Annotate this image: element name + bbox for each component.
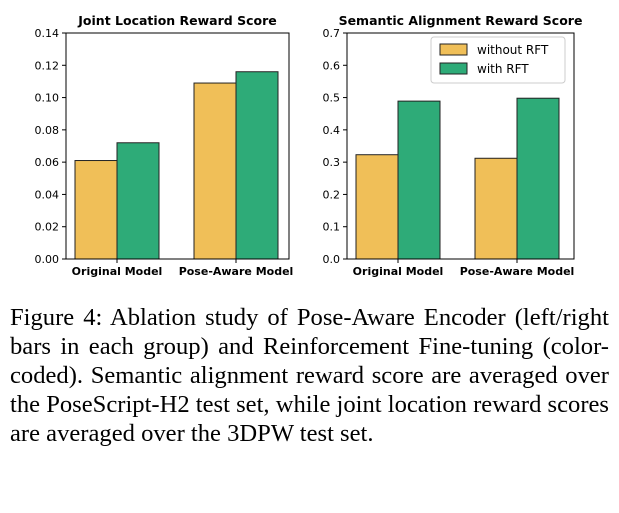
bar-without-rft-pose-aware [474,157,518,260]
x-tick-label: Pose-Aware Model [460,265,575,278]
y-tick-label: 0.5 [323,92,341,105]
bar-with-rft-original [116,142,160,260]
plot-frame [65,32,290,260]
y-tick-label: 0.2 [323,188,341,201]
charts-figure: Joint Location Reward Score Original Mode… [35,13,583,278]
bar-with-rft-pose-aware [516,97,560,260]
bar-with-rft-pose-aware [235,71,279,260]
y-tick-label: 0.14 [35,27,60,40]
x-tick-label: Pose-Aware Model [179,265,294,278]
bar-without-rft-original [74,160,118,260]
y-tick-label: 0.04 [35,188,60,201]
y-tick-label: 0.08 [35,124,60,137]
legend-label-with-rft: with RFT [477,62,529,76]
y-tick-label: 0.7 [323,27,341,40]
legend-swatch-without-rft [439,43,468,56]
semantic-alignment-chart: Semantic Alignment Reward Score Original … [323,13,583,278]
y-tick-label: 0.3 [323,156,341,169]
y-tick-label: 0.4 [323,124,341,137]
y-tick-label: 0.1 [323,221,341,234]
chart-title: Joint Location Reward Score [77,13,276,28]
y-tick-label: 0.6 [323,59,341,72]
bar-without-rft-original [355,154,399,260]
y-tick-label: 0.06 [35,156,60,169]
y-tick-label: 0.02 [35,221,60,234]
bar-with-rft-original [397,100,441,260]
plot-frame [346,32,575,260]
bar-without-rft-pose-aware [193,82,237,260]
chart-title: Semantic Alignment Reward Score [339,13,583,28]
y-tick-label: 0.10 [35,92,60,105]
y-tick-label: 0.0 [323,253,341,266]
legend: without RFT with RFT [430,36,566,84]
y-tick-label: 0.00 [35,253,60,266]
legend-swatch-with-rft [439,62,468,75]
x-tick-label: Original Model [72,265,163,278]
legend-label-without-rft: without RFT [477,43,549,57]
x-tick-label: Original Model [353,265,444,278]
y-tick-label: 0.12 [35,59,60,72]
joint-location-chart: Joint Location Reward Score Original Mode… [35,13,294,278]
figure-caption: Figure 4: Ablation study of Pose-Aware E… [10,304,609,447]
